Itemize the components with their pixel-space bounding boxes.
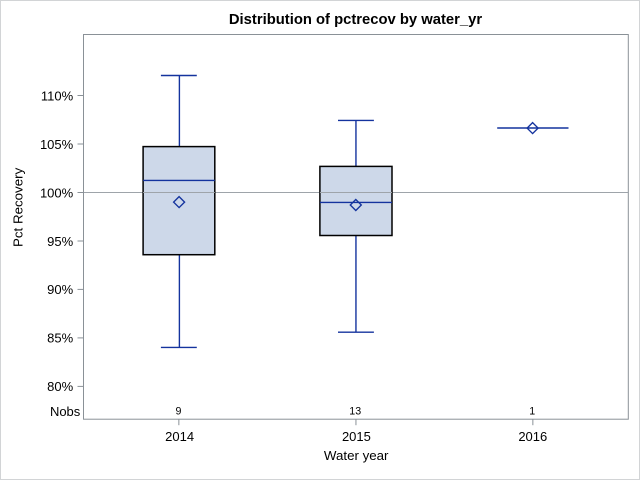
svg-text:2016: 2016	[518, 429, 547, 444]
svg-text:Pct Recovery: Pct Recovery	[11, 167, 26, 247]
svg-text:2015: 2015	[342, 429, 371, 444]
svg-text:Water year: Water year	[324, 448, 389, 463]
svg-text:95%: 95%	[47, 234, 73, 249]
svg-text:Nobs: Nobs	[50, 404, 81, 419]
svg-text:90%: 90%	[47, 282, 73, 297]
svg-text:110%: 110%	[41, 88, 74, 103]
svg-text:100%: 100%	[40, 185, 74, 200]
svg-text:1: 1	[529, 406, 535, 418]
svg-text:9: 9	[176, 406, 182, 418]
svg-text:80%: 80%	[47, 379, 73, 394]
svg-text:105%: 105%	[40, 137, 74, 152]
svg-text:13: 13	[349, 406, 361, 418]
svg-text:Distribution of pctrecov by wa: Distribution of pctrecov by water_yr	[229, 12, 482, 28]
svg-text:2014: 2014	[165, 429, 194, 444]
svg-text:85%: 85%	[47, 331, 73, 346]
